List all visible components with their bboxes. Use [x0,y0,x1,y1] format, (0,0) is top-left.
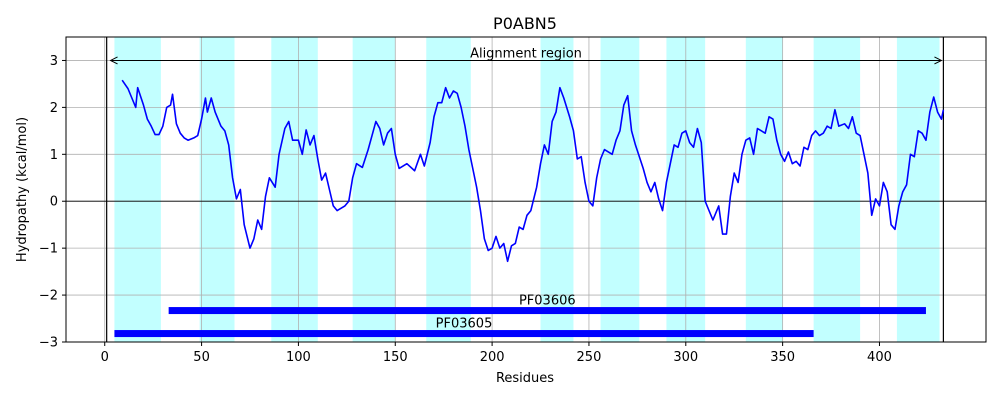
tm-segment-band [600,37,640,342]
hydropathy-line [121,79,945,263]
pfam-domains [114,307,926,338]
alignment-arrow-head-left [109,56,118,65]
x-tick-label: 250 [577,350,602,365]
tm-segment-band [352,37,396,342]
x-axis: 0 50 100 150 200 250 300 350 400 [101,342,892,365]
tm-segment-band [426,37,471,342]
tm-segment-band [745,37,783,342]
x-tick-label: 300 [673,350,698,365]
y-tick-label: −3 [39,336,58,351]
x-tick-label: 100 [286,350,311,365]
tm-segment-band [271,37,318,342]
hydropathy-series [121,79,945,263]
domain-label: PF03605 [436,317,493,332]
y-axis: −3 −2 −1 0 1 2 3 [39,54,66,351]
x-axis-title: Residues [496,371,554,386]
tm-segment-band [114,37,161,342]
domain-bar [114,330,814,338]
y-tick-label: 1 [50,148,58,163]
x-tick-label: 150 [383,350,408,365]
y-tick-label: −2 [39,289,58,304]
chart-title: P0ABN5 [493,14,557,33]
y-tick-label: 0 [50,195,58,210]
tm-segment-band [813,37,861,342]
x-tick-label: 50 [193,350,210,365]
y-axis-title: Hydropathy (kcal/mol) [15,117,30,262]
alignment-region-label: Alignment region [470,46,582,61]
y-tick-label: 2 [50,101,58,116]
alignment-arrow-head-right [934,56,943,65]
reference-lines [66,37,986,342]
domain-label: PF03606 [519,294,576,309]
x-tick-label: 400 [867,350,892,365]
x-tick-label: 200 [480,350,505,365]
x-tick-label: 0 [101,350,109,365]
plot-frame [65,36,987,343]
tm-segment-band [540,37,574,342]
domain-labels: PF03606 PF03605 [436,294,576,332]
y-tick-label: 3 [50,54,58,69]
x-tick-label: 350 [770,350,795,365]
alignment-region: Alignment region [109,46,943,65]
tm-segment-band [199,37,235,342]
y-tick-label: −1 [39,242,58,257]
domain-bar [168,307,926,315]
